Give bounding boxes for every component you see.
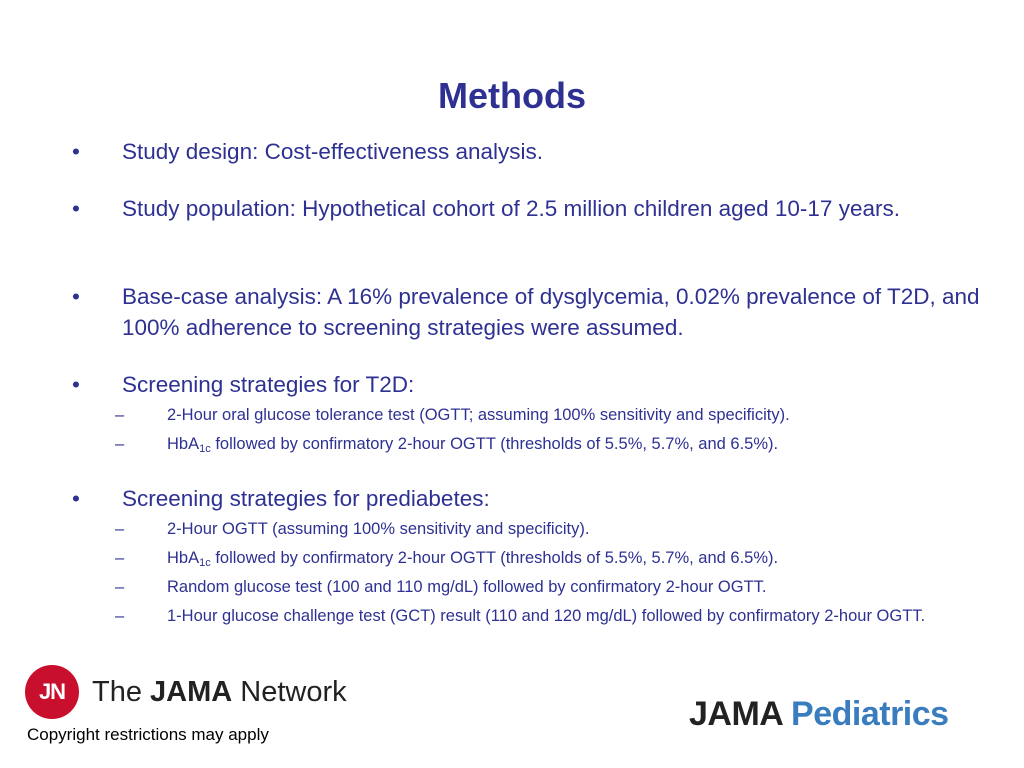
sub-bullet-prediabetes-4: – 1-Hour glucose challenge test (GCT) re… [115, 605, 987, 628]
jama-pediatrics-logo: JAMA Pediatrics [689, 695, 949, 733]
bullet-text: Study design: Cost-effectiveness analysi… [122, 139, 544, 164]
jn-circle-icon: JN [25, 665, 79, 719]
bullet-text: Base-case analysis: A 16% prevalence of … [122, 284, 980, 340]
dash-marker: – [115, 549, 125, 567]
slide-title: Methods [438, 75, 586, 116]
dash-marker: – [115, 406, 125, 424]
bullet-text: Screening strategies for T2D: [122, 372, 415, 397]
sub-bullet-t2d-2: – HbA1c followed by confirmatory 2-hour … [115, 433, 987, 456]
dash-marker: – [115, 435, 125, 453]
bullet-marker: • [72, 372, 80, 397]
jama-network-wordmark: The JAMA Network [92, 676, 347, 708]
bullet-screening-prediabetes: • Screening strategies for prediabetes: [72, 483, 982, 514]
bullet-marker: • [72, 284, 80, 309]
bullet-marker: • [72, 486, 80, 511]
sub-bullet-text: Random glucose test (100 and 110 mg/dL) … [167, 578, 767, 596]
sub-bullet-t2d-1: – 2-Hour oral glucose tolerance test (OG… [115, 404, 987, 427]
bullet-base-case: • Base-case analysis: A 16% prevalence o… [72, 281, 982, 343]
bullet-screening-t2d: • Screening strategies for T2D: [72, 369, 982, 400]
bullet-marker: • [72, 196, 80, 221]
dash-marker: – [115, 607, 125, 625]
bullet-study-design: • Study design: Cost-effectiveness analy… [72, 136, 982, 167]
bullet-marker: • [72, 139, 80, 164]
dash-marker: – [115, 578, 125, 596]
copyright-notice: Copyright restrictions may apply [27, 725, 269, 744]
sub-bullet-prediabetes-1: – 2-Hour OGTT (assuming 100% sensitivity… [115, 518, 987, 541]
sub-bullet-text: 1-Hour glucose challenge test (GCT) resu… [167, 607, 926, 625]
bullet-text: Study population: Hypothetical cohort of… [122, 196, 900, 221]
sub-bullet-text: HbA1c followed by confirmatory 2-hour OG… [167, 435, 779, 455]
sub-bullet-prediabetes-3: – Random glucose test (100 and 110 mg/dL… [115, 576, 987, 599]
bullet-text: Screening strategies for prediabetes: [122, 486, 490, 511]
sub-bullet-text: 2-Hour OGTT (assuming 100% sensitivity a… [167, 520, 590, 538]
bullet-study-population: • Study population: Hypothetical cohort … [72, 193, 982, 224]
sub-bullet-text: 2-Hour oral glucose tolerance test (OGTT… [167, 406, 790, 424]
sub-bullet-text: HbA1c followed by confirmatory 2-hour OG… [167, 549, 779, 569]
dash-marker: – [115, 520, 125, 538]
sub-bullet-prediabetes-2: – HbA1c followed by confirmatory 2-hour … [115, 547, 987, 570]
